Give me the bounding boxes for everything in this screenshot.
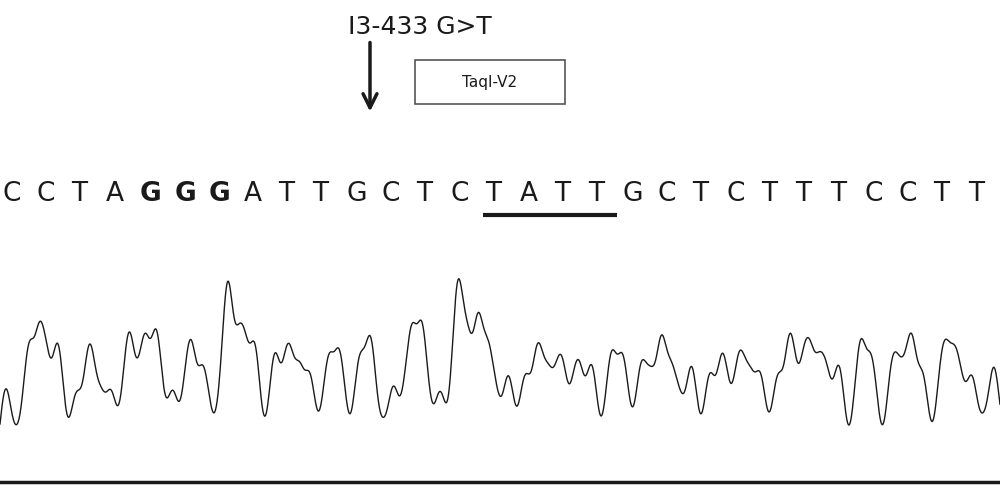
Text: T: T <box>312 181 329 207</box>
Text: C: C <box>899 181 917 207</box>
Text: G: G <box>623 181 643 207</box>
Text: C: C <box>726 181 745 207</box>
Text: C: C <box>382 181 400 207</box>
Text: T: T <box>485 181 501 207</box>
Text: T: T <box>71 181 87 207</box>
Text: T: T <box>692 181 708 207</box>
Text: C: C <box>2 181 20 207</box>
Text: TaqI-V2: TaqI-V2 <box>462 75 518 89</box>
Text: T: T <box>761 181 777 207</box>
Text: G: G <box>347 181 368 207</box>
Text: T: T <box>830 181 846 207</box>
Text: I3-433 G>T: I3-433 G>T <box>348 15 492 39</box>
Text: C: C <box>36 181 55 207</box>
Text: G: G <box>209 181 231 207</box>
Text: A: A <box>106 181 124 207</box>
Text: G: G <box>140 181 162 207</box>
Text: T: T <box>416 181 432 207</box>
Text: T: T <box>278 181 294 207</box>
Text: C: C <box>864 181 883 207</box>
Text: T: T <box>588 181 605 207</box>
Text: C: C <box>450 181 469 207</box>
Text: T: T <box>795 181 812 207</box>
Text: C: C <box>657 181 676 207</box>
Text: T: T <box>933 181 950 207</box>
Text: G: G <box>175 181 196 207</box>
Text: A: A <box>244 181 262 207</box>
Text: T: T <box>968 181 984 207</box>
Bar <box>415 60 565 104</box>
Text: T: T <box>554 181 570 207</box>
Text: A: A <box>519 181 537 207</box>
